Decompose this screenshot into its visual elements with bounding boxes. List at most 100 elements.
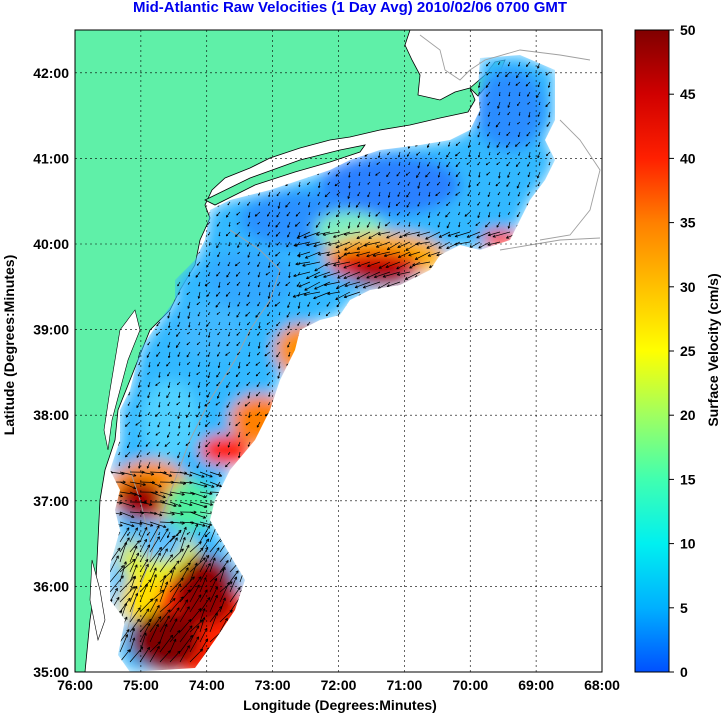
velocity-arrow [159,623,168,643]
velocity-arrow [356,231,371,239]
velocity-arrow [318,311,321,316]
velocity-arrow [548,161,551,166]
y-tick-label: 35:00 [33,664,69,680]
velocity-arrow [225,211,231,218]
velocity-arrow [247,441,251,447]
velocity-arrow [397,251,411,258]
velocity-arrow [235,421,241,427]
velocity-arrow [428,221,431,226]
velocity-arrow [496,71,501,78]
grid-lines [75,30,602,672]
velocity-arrow [418,191,421,196]
velocity-arrow [385,261,401,269]
velocity-arrow [149,525,160,543]
velocity-arrow [247,281,251,287]
velocity-arrow [408,251,421,257]
velocity-arrow [348,171,351,178]
velocity-arrow [518,61,521,67]
velocity-arrow [396,211,401,216]
velocity-arrow [514,141,521,147]
velocity-arrow [236,381,241,388]
velocity-arrow [159,501,177,508]
velocity-arrow [139,538,148,553]
velocity-arrow [436,181,441,186]
velocity-arrow [267,221,271,227]
velocity-arrow [518,91,521,97]
velocity-arrow [225,461,231,468]
velocity-arrow [189,511,207,519]
velocity-arrow [189,557,206,573]
velocity-arrow [457,181,461,186]
velocity-arrow [267,291,271,299]
velocity-arrow [189,541,202,553]
map-axes-box [74,29,603,673]
velocity-arrow [298,181,301,188]
velocity-arrow [268,241,271,248]
velocity-arrow [216,311,221,315]
velocity-arrow [326,251,341,257]
velocity-arrow [159,511,175,516]
velocity-arrow [478,191,481,196]
velocity-arrow [445,211,451,218]
velocity-arrow [127,401,131,406]
velocity-arrow [139,501,153,506]
velocity-arrow [199,471,213,478]
velocity-arrow [296,311,301,316]
velocity-arrow [406,201,411,208]
velocity-arrow [356,241,371,250]
velocity-arrow [167,411,171,415]
velocity-arrow [358,161,361,167]
velocity-arrow [317,251,331,256]
colorbar-tick-label: 5 [680,600,688,616]
colorbar-tick-label: 35 [680,215,696,231]
velocity-arrow [175,331,181,337]
velocity-arrow [246,321,251,326]
velocity-arrow [124,421,131,427]
velocity-arrow [137,381,141,388]
velocity-arrow [468,131,471,137]
velocity-arrow [199,525,211,543]
velocity-arrow [145,441,151,447]
velocity-arrow [416,151,421,156]
coastline-land [75,30,476,672]
velocity-arrow [119,501,136,508]
velocity-arrow [326,201,331,208]
velocity-arrow [265,341,271,348]
velocity-arrow [417,161,421,169]
velocity-arrow [258,201,261,206]
velocity-arrow [206,291,211,297]
velocity-arrow [217,331,221,336]
velocity-arrow [497,61,501,65]
velocity-arrow [246,301,251,306]
velocity-arrow [237,391,241,396]
velocity-arrow [446,151,451,158]
velocity-arrow [198,391,201,396]
velocity-arrow [396,171,401,177]
velocity-arrow [159,491,173,497]
velocity-arrow [437,161,441,169]
velocity-arrow [268,391,271,397]
velocity-arrow [167,341,171,348]
velocity-arrow [343,271,361,279]
velocity-arrow [438,231,451,238]
velocity-arrow [159,581,169,603]
velocity-arrow [169,511,184,516]
colorbar-gradient [634,29,670,673]
velocity-arrow [226,341,231,347]
velocity-arrow [147,411,151,416]
velocity-arrow [506,131,511,136]
velocity-arrow [169,529,182,543]
velocity-arrow [324,261,341,267]
velocity-arrow [119,511,135,519]
velocity-arrow [378,261,391,269]
velocity-arrow [209,481,223,488]
velocity-arrow [177,441,181,446]
velocity-arrow [458,221,461,228]
velocity-arrow [199,608,206,623]
velocity-arrow [217,431,221,435]
velocity-arrow [455,151,461,157]
velocity-arrow [166,361,171,367]
velocity-arrow [110,565,124,583]
velocity-arrow [197,351,201,356]
velocity-arrow [487,191,491,198]
